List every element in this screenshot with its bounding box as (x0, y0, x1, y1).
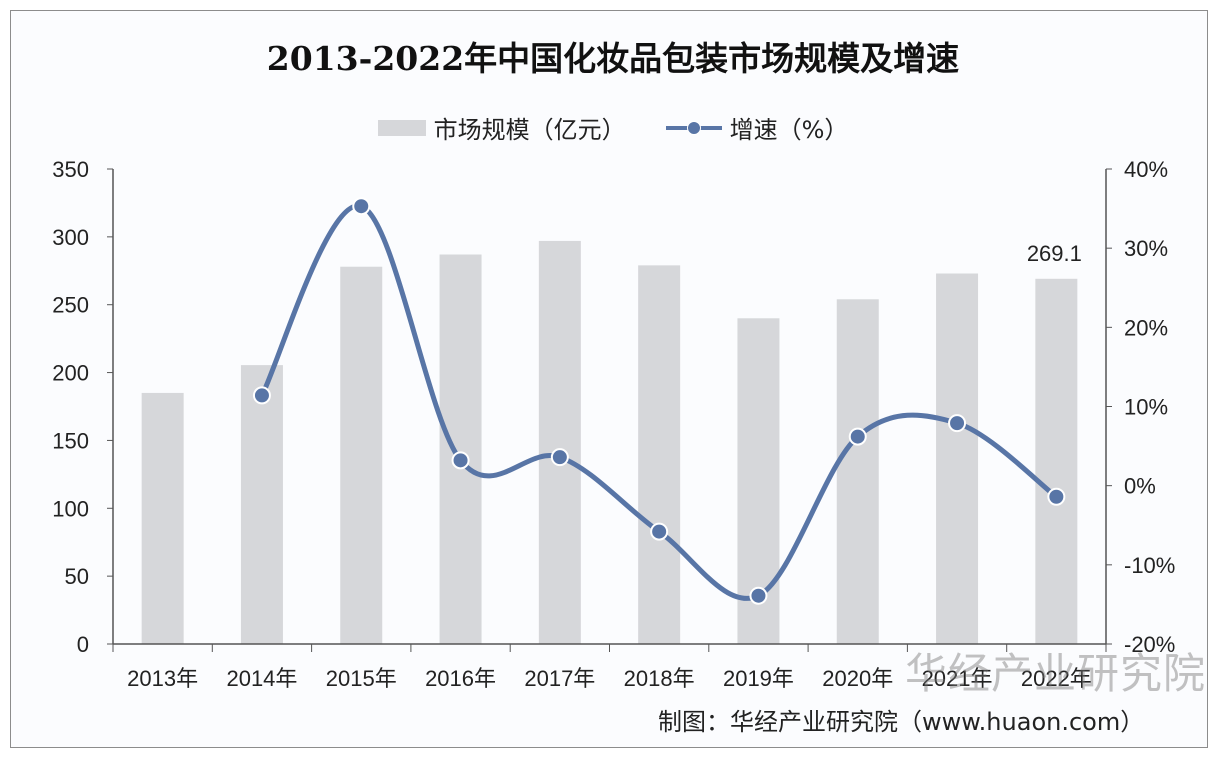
growth-point-2017年 (550, 448, 569, 467)
right-tick-label: -10% (1124, 553, 1175, 578)
chart-title: 2013-2022年中国化妆品包装市场规模及增速 (266, 39, 960, 78)
legend-item-market-size: 市场规模（亿元） (377, 110, 626, 145)
bar-2014年 (240, 365, 283, 644)
left-tick-label: 50 (65, 564, 89, 589)
bar-2013年 (141, 392, 184, 644)
source-note: 制图：华经产业研究院（www.huaon.com） (658, 708, 1145, 736)
bar-2020年 (836, 299, 879, 644)
growth-point-2016年 (451, 451, 470, 470)
legend: 市场规模（亿元） 增速（%） (0, 110, 1226, 145)
growth-point-2021年 (948, 414, 967, 433)
growth-point-2018年 (650, 522, 669, 541)
watermark-logo: 华经产业研究院 (905, 649, 1207, 698)
bar-2018年 (638, 265, 681, 644)
x-tick-label: 2015年 (326, 666, 397, 691)
bar-2015年 (340, 266, 383, 644)
growth-point-2020年 (848, 427, 867, 446)
x-tick-label: 2017年 (524, 666, 595, 691)
left-tick-label: 150 (52, 428, 89, 453)
growth-point-2022年 (1047, 487, 1066, 506)
left-tick-label: 350 (52, 157, 89, 182)
data-label: 269.1 (1027, 241, 1082, 266)
legend-item-growth: 增速（%） (665, 110, 849, 145)
x-tick-label: 2022年 (1021, 666, 1092, 691)
right-tick-label: 20% (1124, 315, 1168, 340)
x-tick-label: 2019年 (723, 666, 794, 691)
right-tick-label: 10% (1124, 395, 1168, 420)
chart-frame (10, 10, 1208, 748)
bar-2021年 (936, 273, 979, 644)
left-tick-label: 250 (52, 293, 89, 318)
legend-bar-swatch (377, 119, 426, 136)
x-tick-label: 2014年 (226, 666, 297, 691)
growth-line (259, 203, 1059, 601)
right-tick-label: 0% (1124, 474, 1156, 499)
left-tick-label: 100 (52, 496, 89, 521)
left-tick-label: 0 (77, 632, 89, 657)
right-tick-label: 40% (1124, 157, 1168, 182)
x-tick-label: 2018年 (624, 666, 695, 691)
legend-label: 市场规模（亿元） (433, 116, 626, 144)
right-tick-label: -20% (1124, 632, 1175, 657)
legend-line-swatch (665, 120, 722, 136)
x-tick-label: 2013年 (127, 666, 198, 691)
x-tick-label: 2020年 (822, 666, 893, 691)
legend-label: 增速（%） (729, 116, 849, 144)
x-tick-label: 2016年 (425, 666, 496, 691)
left-tick-label: 300 (52, 225, 89, 250)
bar-2017年 (538, 240, 581, 644)
growth-point-2015年 (352, 197, 371, 216)
right-tick-label: 30% (1124, 236, 1168, 261)
x-tick-label: 2021年 (922, 666, 993, 691)
growth-point-2019年 (749, 586, 768, 605)
growth-point-2014年 (252, 386, 271, 405)
bar-2016年 (439, 254, 482, 644)
bar-2022年 (1035, 278, 1078, 644)
left-tick-label: 200 (52, 361, 89, 386)
